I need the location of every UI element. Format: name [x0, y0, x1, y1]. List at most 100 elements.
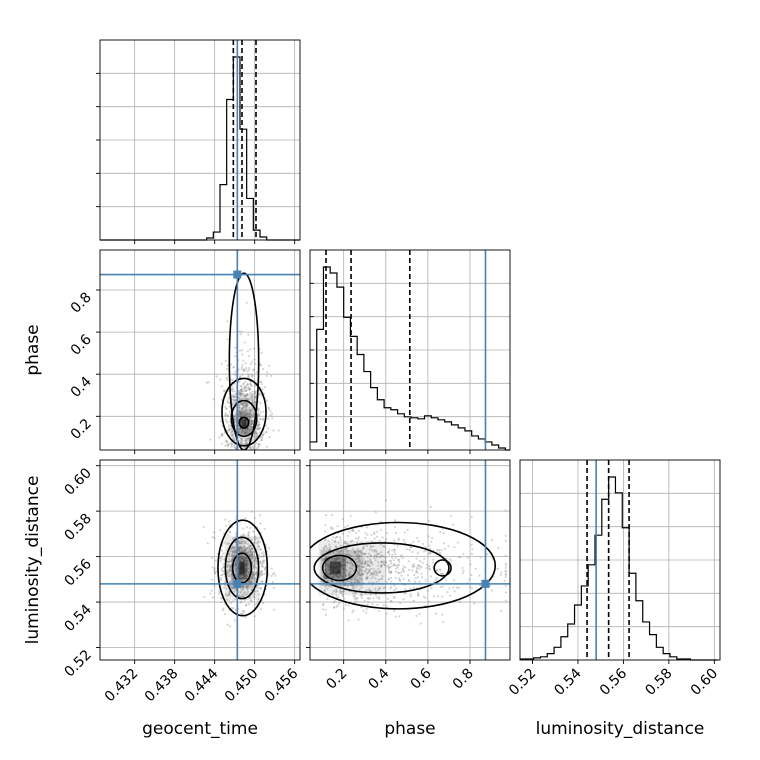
sample-point: [253, 435, 256, 438]
sample-point: [244, 423, 247, 426]
sample-point: [232, 550, 235, 553]
contour-outer: [228, 272, 260, 450]
sample-point: [336, 571, 339, 574]
sample-point: [242, 359, 245, 362]
sample-point: [237, 541, 240, 544]
sample-point: [257, 598, 260, 601]
sample-point: [357, 555, 360, 558]
sample-point: [377, 561, 380, 564]
sample-point: [232, 387, 235, 390]
sample-point: [388, 571, 391, 574]
sample-point: [233, 420, 237, 423]
sample-point: [234, 546, 237, 549]
sample-point: [238, 562, 241, 566]
sample-point: [365, 577, 368, 580]
sample-point: [380, 560, 383, 564]
sample-point: [330, 579, 333, 582]
sample-point: [251, 374, 254, 377]
sample-point: [323, 545, 327, 548]
sample-point: [233, 551, 236, 554]
sample-point: [241, 565, 244, 568]
sample-point: [238, 556, 241, 559]
sample-point: [241, 580, 244, 583]
sample-point: [238, 577, 241, 581]
sample-point: [242, 595, 245, 598]
sample-point: [224, 440, 227, 443]
sample-point: [238, 594, 242, 598]
sample-point: [397, 571, 400, 574]
sample-point: [251, 577, 254, 580]
sample-point: [242, 561, 246, 565]
sample-point: [439, 530, 442, 533]
sample-point: [240, 420, 243, 423]
sample-point: [255, 452, 257, 454]
sample-point: [229, 431, 233, 434]
sample-point: [242, 382, 245, 386]
sample-point: [247, 567, 251, 570]
sample-point: [358, 555, 361, 558]
sample-point: [254, 559, 258, 563]
sample-point: [244, 431, 247, 434]
sample-point: [226, 364, 229, 367]
sample-point: [345, 557, 348, 560]
sample-point: [360, 596, 363, 599]
sample-point: [383, 545, 386, 548]
sample-point: [347, 553, 350, 556]
sample-point: [424, 596, 427, 600]
sample-point: [267, 406, 270, 409]
sample-point: [233, 444, 236, 447]
sample-point: [345, 569, 348, 572]
sample-point: [233, 417, 236, 420]
sample-point: [228, 575, 231, 578]
sample-point: [234, 545, 237, 548]
sample-point: [234, 346, 237, 349]
sample-point: [344, 540, 347, 543]
sample-point: [324, 564, 328, 567]
sample-point: [266, 399, 269, 402]
sample-point: [243, 550, 246, 553]
sample-point: [247, 376, 250, 379]
sample-point: [227, 534, 230, 537]
sample-point: [503, 579, 506, 582]
sample-point: [408, 548, 411, 552]
sample-point: [327, 564, 330, 567]
sample-point: [351, 577, 354, 580]
sample-point: [272, 586, 275, 590]
sample-point: [347, 553, 350, 557]
sample-point: [324, 613, 327, 616]
sample-point: [242, 443, 246, 446]
sample-point: [239, 572, 242, 576]
sample-point: [220, 549, 224, 552]
sample-point: [250, 576, 254, 579]
sample-point: [241, 595, 244, 598]
sample-point: [258, 423, 261, 426]
sample-point: [238, 547, 241, 550]
sample-point: [409, 593, 412, 596]
sample-point: [375, 596, 378, 599]
sample-point: [429, 547, 432, 551]
sample-point: [237, 439, 241, 442]
sample-point: [335, 572, 338, 575]
sample-point: [334, 600, 337, 603]
sample-point: [240, 385, 243, 388]
sample-point: [432, 595, 436, 598]
sample-point: [369, 597, 372, 600]
sample-point: [349, 540, 353, 543]
sample-point: [262, 417, 265, 420]
sample-point: [237, 574, 241, 578]
sample-point: [504, 573, 507, 576]
sample-point: [392, 559, 395, 562]
sample-point: [386, 551, 390, 555]
sample-point: [226, 623, 229, 626]
sample-point: [350, 529, 353, 532]
sample-point: [245, 403, 248, 406]
sample-point: [244, 419, 247, 422]
sample-point: [257, 413, 260, 416]
sample-point: [448, 594, 452, 598]
sample-point: [258, 574, 261, 578]
sample-point: [378, 539, 381, 542]
sample-point: [395, 564, 398, 567]
sample-point: [241, 586, 245, 589]
sample-point: [388, 553, 391, 556]
sample-point: [332, 565, 335, 568]
